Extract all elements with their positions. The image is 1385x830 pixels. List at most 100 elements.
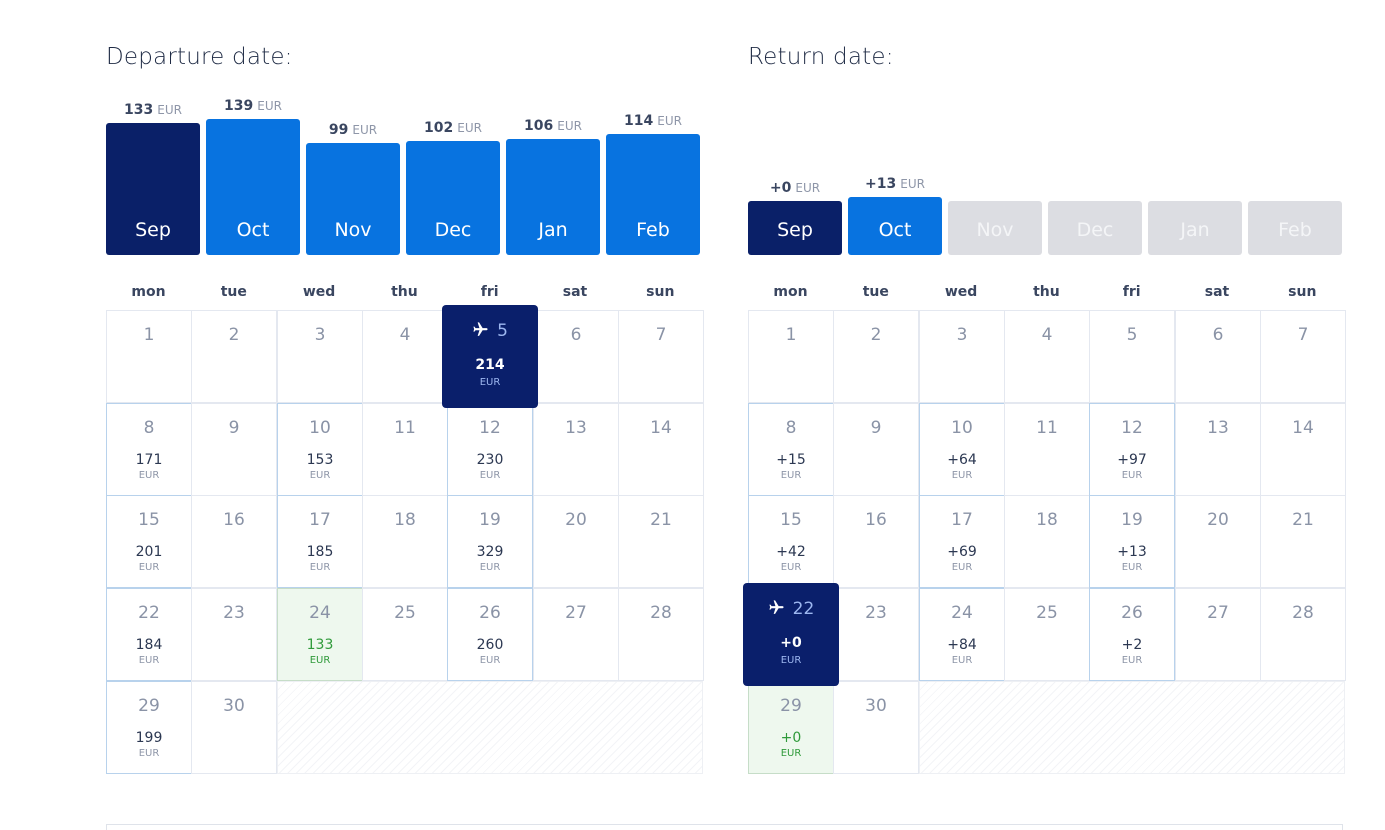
calendar-day[interactable]: 30 xyxy=(833,681,919,774)
calendar-day[interactable]: 30 xyxy=(191,681,277,774)
return-month-oct[interactable]: Oct xyxy=(848,197,942,255)
calendar-day[interactable]: 21 xyxy=(618,495,704,588)
calendar-day[interactable]: 26 +2 EUR xyxy=(1089,588,1175,681)
calendar-day[interactable]: 28 xyxy=(1260,588,1346,681)
currency-label: EUR xyxy=(309,655,331,666)
calendar-day[interactable]: 4 xyxy=(362,310,448,403)
departure-month-jan[interactable]: Jan xyxy=(506,138,600,255)
return-selected-day[interactable]: 22 +0 EUR xyxy=(743,583,839,686)
calendar-day[interactable]: 8 +15 EUR xyxy=(748,403,834,496)
calendar-day[interactable]: 20 xyxy=(1175,495,1261,588)
calendar-day[interactable]: 4 xyxy=(1004,310,1090,403)
day-number: 9 xyxy=(228,418,240,438)
calendar-day[interactable]: 29 199 EUR xyxy=(106,681,192,774)
calendar-day[interactable]: 18 xyxy=(1004,495,1090,588)
weekday-wed: wed xyxy=(944,284,978,300)
calendar-day[interactable]: 14 xyxy=(618,403,704,496)
calendar-day[interactable]: 22 184 EUR xyxy=(106,588,192,681)
airplane-icon xyxy=(768,599,785,616)
calendar-day[interactable]: 6 xyxy=(533,310,619,403)
day-price: +42 xyxy=(776,544,806,560)
calendar-day[interactable]: 10 153 EUR xyxy=(277,403,363,496)
calendar-day[interactable]: 17 +69 EUR xyxy=(919,495,1005,588)
calendar-day[interactable]: 12 +97 EUR xyxy=(1089,403,1175,496)
return-month-sep[interactable]: Sep xyxy=(748,201,842,255)
calendar-day[interactable]: 23 xyxy=(833,588,919,681)
day-number: 25 xyxy=(394,603,416,623)
calendar-day[interactable]: 18 xyxy=(362,495,448,588)
calendar-day[interactable]: 8 171 EUR xyxy=(106,403,192,496)
calendar-day[interactable]: 3 xyxy=(919,310,1005,403)
calendar-day[interactable]: 11 xyxy=(1004,403,1090,496)
calendar-day[interactable]: 27 xyxy=(533,588,619,681)
month-price-amount: 139 xyxy=(224,98,254,114)
day-number: 13 xyxy=(565,418,587,438)
calendar-day[interactable]: 19 +13 EUR xyxy=(1089,495,1175,588)
calendar-day[interactable]: 9 xyxy=(833,403,919,496)
calendar-day[interactable]: 3 xyxy=(277,310,363,403)
departure-month-oct[interactable]: Oct xyxy=(206,119,300,255)
currency-label: EUR xyxy=(900,177,925,191)
day-number: 20 xyxy=(565,510,587,530)
departure-month-nov[interactable]: Nov xyxy=(306,143,400,255)
departure-month-feb[interactable]: Feb xyxy=(606,134,700,255)
calendar-day[interactable]: 20 xyxy=(533,495,619,588)
calendar-day[interactable]: 14 xyxy=(1260,403,1346,496)
calendar-day[interactable]: 24 133 EUR xyxy=(277,588,363,681)
calendar-day[interactable]: 15 +42 EUR xyxy=(748,495,834,588)
return-panel: Return date: Sep +0 EUR Oct +13 EUR Nov Dec Jan F… xyxy=(743,0,1346,829)
calendar-day[interactable]: 1 xyxy=(106,310,192,403)
day-number: 3 xyxy=(956,325,968,345)
calendar-day[interactable]: 12 230 EUR xyxy=(447,403,533,496)
day-number: 29 xyxy=(138,696,160,716)
calendar-day[interactable]: 25 xyxy=(362,588,448,681)
month-label: Oct xyxy=(236,219,270,241)
calendar-day[interactable]: 2 xyxy=(191,310,277,403)
day-number: 26 xyxy=(1121,603,1143,623)
calendar-day[interactable]: 13 xyxy=(1175,403,1261,496)
day-price: +0 xyxy=(780,635,802,651)
month-price-amount: 106 xyxy=(524,117,554,134)
currency-label: EUR xyxy=(780,470,802,481)
day-number: 24 xyxy=(309,603,331,623)
weekday-thu: thu xyxy=(1033,284,1060,300)
calendar-day[interactable]: 11 xyxy=(362,403,448,496)
calendar-day[interactable]: 29 +0 EUR xyxy=(748,681,834,774)
calendar-day[interactable]: 5 xyxy=(1089,310,1175,403)
calendar-day[interactable]: 19 329 EUR xyxy=(447,495,533,588)
month-label: Nov xyxy=(334,219,372,241)
calendar-day[interactable]: 25 xyxy=(1004,588,1090,681)
calendar-day[interactable]: 26 260 EUR xyxy=(447,588,533,681)
day-price: 185 xyxy=(306,544,334,560)
calendar-day[interactable]: 7 xyxy=(1260,310,1346,403)
currency-label: EUR xyxy=(780,562,802,573)
currency-label: EUR xyxy=(352,123,378,137)
day-number: 18 xyxy=(394,510,416,530)
calendar-day[interactable]: 24 +84 EUR xyxy=(919,588,1005,681)
calendar-day[interactable]: 16 xyxy=(833,495,919,588)
currency-label: EUR xyxy=(309,470,331,481)
calendar-day[interactable]: 7 xyxy=(618,310,704,403)
calendar-day[interactable]: 17 185 EUR xyxy=(277,495,363,588)
month-price: +0 EUR xyxy=(748,180,842,196)
calendar-day[interactable]: 15 201 EUR xyxy=(106,495,192,588)
calendar-day[interactable]: 13 xyxy=(533,403,619,496)
calendar-day[interactable]: 27 xyxy=(1175,588,1261,681)
calendar-day[interactable]: 2 xyxy=(833,310,919,403)
month-label: Feb xyxy=(636,219,670,241)
calendar-day[interactable]: 1 xyxy=(748,310,834,403)
return-month-dec: Dec xyxy=(1048,201,1142,255)
departure-selected-day[interactable]: 5 214 EUR xyxy=(442,305,538,408)
calendar-day[interactable]: 23 xyxy=(191,588,277,681)
calendar-day[interactable]: 9 xyxy=(191,403,277,496)
calendar-day[interactable]: 28 xyxy=(618,588,704,681)
departure-month-dec[interactable]: Dec xyxy=(406,141,500,255)
calendar-day[interactable]: 16 xyxy=(191,495,277,588)
weekday-sat: sat xyxy=(1204,284,1230,300)
day-number: 6 xyxy=(1212,325,1224,345)
currency-label: EUR xyxy=(138,470,160,481)
calendar-day[interactable]: 21 xyxy=(1260,495,1346,588)
calendar-day[interactable]: 6 xyxy=(1175,310,1261,403)
calendar-day[interactable]: 10 +64 EUR xyxy=(919,403,1005,496)
departure-month-sep[interactable]: Sep xyxy=(106,122,200,255)
